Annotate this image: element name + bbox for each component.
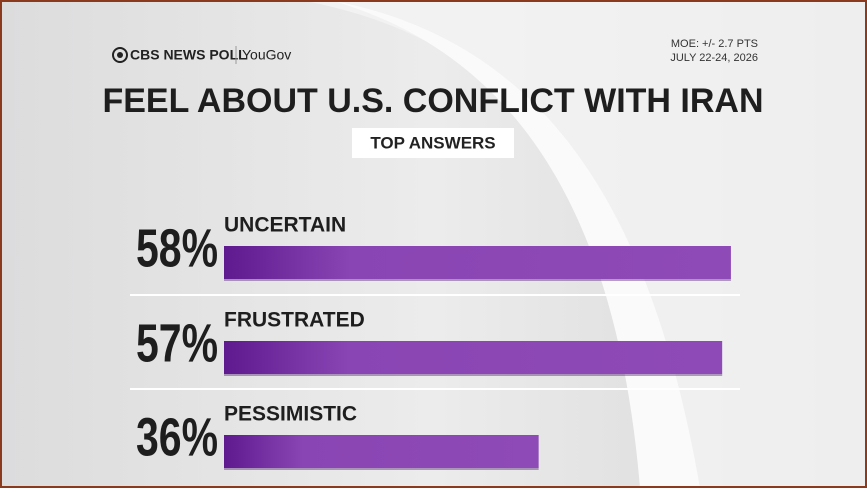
subtitle-box <box>352 128 514 158</box>
category-label: PESSIMISTIC <box>224 403 357 426</box>
value-label: 57% <box>136 313 218 373</box>
chart-title: FEEL ABOUT U.S. CONFLICT WITH IRAN <box>102 82 763 120</box>
bar-shadow <box>224 468 539 470</box>
category-label: UNCERTAIN <box>224 214 346 237</box>
subtitle: TOP ANSWERS <box>370 133 495 152</box>
dates: JULY 22-24, 2026 <box>670 52 758 64</box>
swoosh <box>330 0 700 488</box>
bar <box>224 435 539 468</box>
swoosh <box>300 0 867 488</box>
bar-shadow <box>224 279 731 281</box>
cbs-eye <box>117 52 123 58</box>
bar-shadow <box>224 374 723 376</box>
bar <box>224 341 723 374</box>
category-label: FRUSTRATED <box>224 309 365 332</box>
source: CBS NEWS POLL <box>130 47 247 63</box>
value-label: 36% <box>136 407 218 467</box>
cbs-eye <box>112 47 128 63</box>
bar <box>224 246 731 279</box>
value-label: 58% <box>136 218 218 278</box>
moe: MOE: +/- 2.7 PTS <box>671 38 758 50</box>
partner: YouGov <box>242 47 291 63</box>
